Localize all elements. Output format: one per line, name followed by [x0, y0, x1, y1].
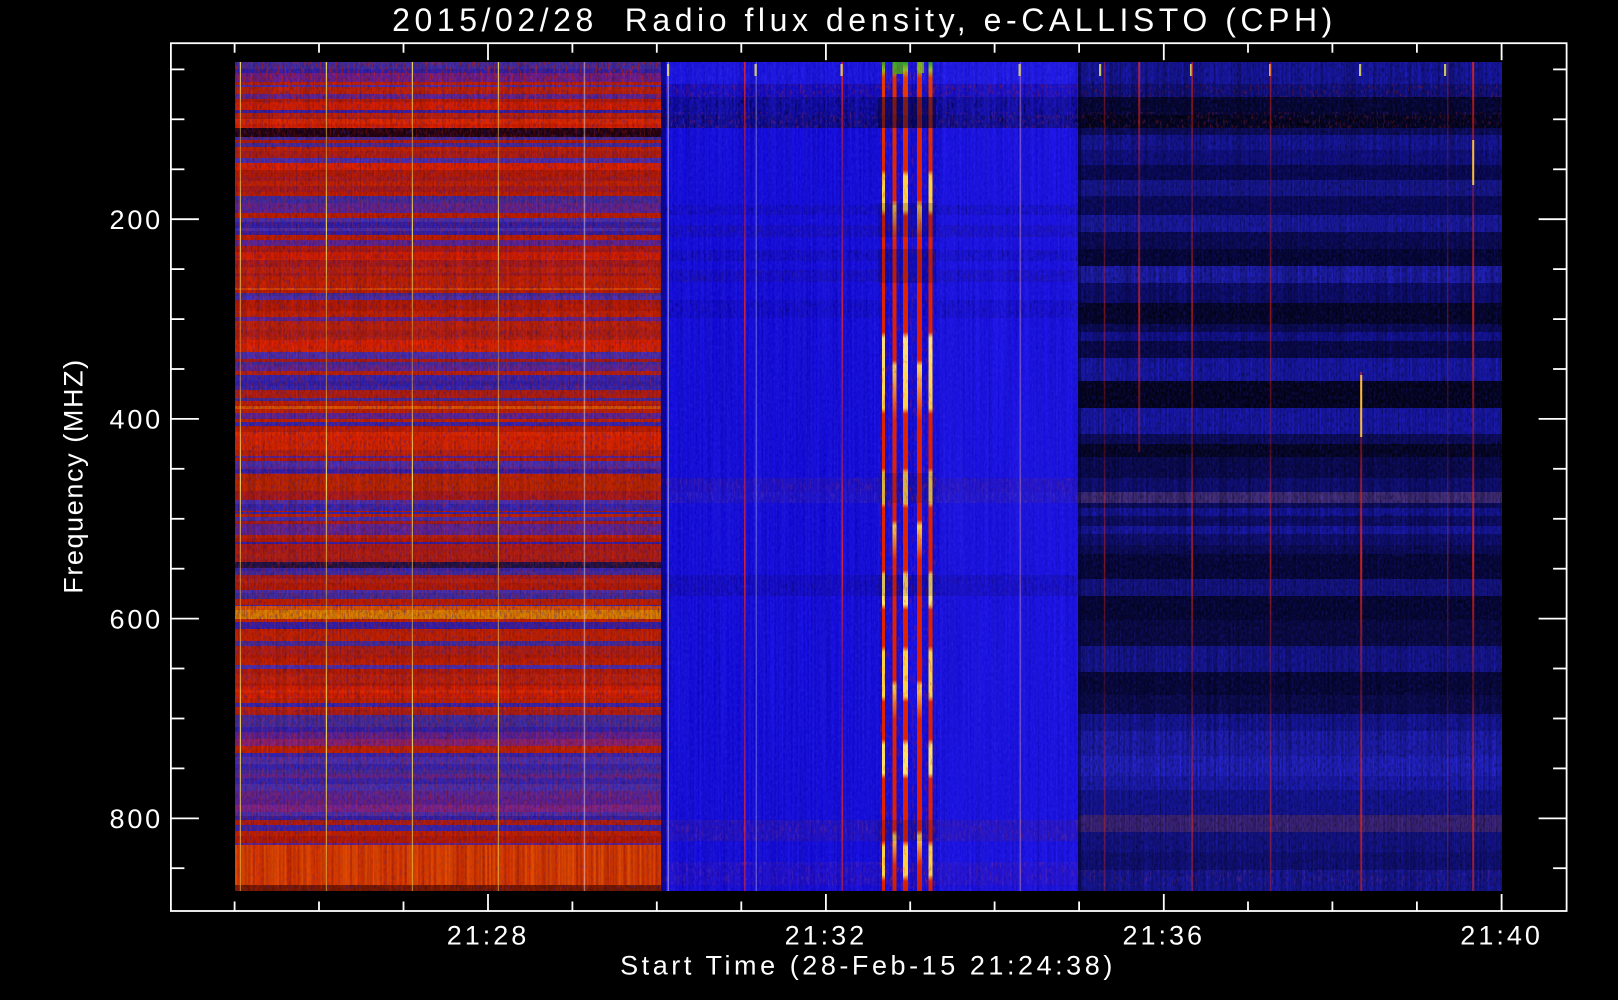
- svg-text:800: 800: [110, 804, 163, 834]
- svg-text:21:28: 21:28: [447, 921, 530, 951]
- svg-text:400: 400: [110, 405, 163, 435]
- svg-text:Start Time (28-Feb-15 21:24:38: Start Time (28-Feb-15 21:24:38): [620, 951, 1116, 981]
- svg-text:600: 600: [110, 604, 163, 634]
- svg-text:200: 200: [110, 205, 163, 235]
- svg-text:21:36: 21:36: [1123, 921, 1206, 951]
- svg-text:Frequency (MHZ): Frequency (MHZ): [59, 358, 89, 594]
- svg-text:21:40: 21:40: [1460, 921, 1543, 951]
- svg-text:21:32: 21:32: [785, 921, 868, 951]
- svg-text:2015/02/28 Radio flux density: 2015/02/28 Radio flux density, e-CALLIST…: [392, 2, 1337, 38]
